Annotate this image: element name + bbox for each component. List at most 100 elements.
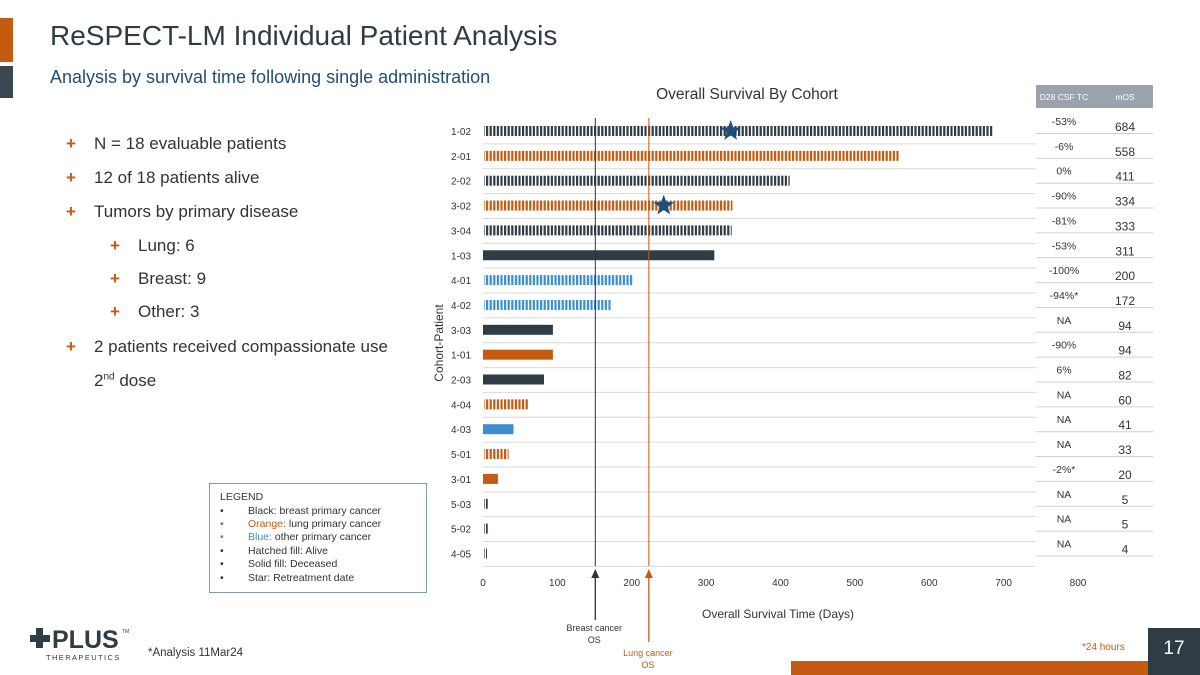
reference-arrow-head	[591, 569, 600, 578]
table-csf-value: NA	[1057, 439, 1072, 451]
legend-item: • Star: Retreatment date	[220, 572, 355, 584]
y-tick-label: 2-01	[451, 152, 471, 163]
table-mos-value: 172	[1115, 294, 1135, 308]
accent-bar-orange	[0, 18, 13, 62]
y-tick-label: 3-02	[451, 202, 471, 213]
table-csf-value: -53%	[1052, 240, 1077, 252]
table-csf-value: -90%	[1052, 191, 1077, 203]
legend-item: • Black: breast primary cancer	[220, 505, 382, 517]
reference-label: Lung cancer	[623, 648, 673, 658]
reference-label: OS	[641, 660, 654, 670]
bar-4-02	[484, 299, 612, 310]
plus-icon: +	[110, 302, 120, 321]
table-mos-value: 311	[1115, 244, 1134, 258]
bar-1-01	[483, 349, 553, 360]
bar-4-01	[484, 275, 633, 286]
plus-icon: +	[66, 202, 76, 221]
bar-2-01	[484, 150, 900, 161]
table-mos-value: 94	[1118, 344, 1132, 358]
y-tick-label: 5-02	[451, 525, 471, 536]
bar-3-03	[483, 324, 553, 335]
table-mos-value: 41	[1118, 418, 1132, 432]
reference-label: Breast cancer	[567, 623, 623, 633]
table-csf-value: NA	[1057, 489, 1072, 501]
y-tick-label: 1-01	[451, 351, 471, 362]
hours-footnote: *24 hours	[1082, 642, 1125, 653]
retreatment-star-1-02	[720, 120, 742, 140]
bar-1-03	[483, 250, 715, 261]
legend-item: • Blue: other primary cancer	[220, 531, 372, 543]
table-mos-value: 200	[1115, 269, 1135, 283]
plus-icon: +	[110, 269, 120, 288]
table-csf-value: 6%	[1056, 365, 1071, 377]
table-csf-value: -2%*	[1053, 464, 1076, 476]
legend-box: LEGEND • Black: breast primary cancer • Or…	[209, 483, 427, 593]
table-header-bg	[1036, 85, 1153, 108]
bar-4-04	[484, 399, 529, 410]
logo-subtext: THERAPEUTICS	[46, 653, 121, 662]
footer-accent-bar	[791, 661, 1148, 675]
y-tick-label: 4-04	[451, 400, 471, 411]
legend-item: • Solid fill: Deceased	[220, 558, 338, 570]
bar-3-04	[484, 225, 732, 236]
page-subtitle: Analysis by survival time following sing…	[50, 67, 491, 87]
table-mos-value: 411	[1115, 170, 1134, 184]
plus-therapeutics-logo: PLUS TM THERAPEUTICS	[28, 626, 138, 667]
bar-4-03	[483, 424, 514, 435]
table-mos-value: 4	[1122, 542, 1129, 556]
table-mos-value: 333	[1115, 219, 1135, 233]
bullet-item: +12 of 18 patients alive	[66, 168, 260, 187]
x-axis-label: Overall Survival Time (Days)	[702, 607, 854, 621]
x-tick-label: 400	[772, 578, 789, 589]
analysis-footnote: *Analysis 11Mar24	[148, 647, 244, 659]
table-csf-value: -94%*	[1050, 290, 1079, 302]
y-tick-label: 4-01	[451, 276, 471, 287]
y-tick-label: 4-05	[451, 549, 471, 560]
x-tick-label: 200	[623, 578, 640, 589]
bar-5-01	[484, 449, 509, 460]
table-csf-value: -6%	[1055, 141, 1074, 153]
legend-item: • Orange: lung primary cancer	[220, 518, 382, 530]
bar-1-02	[484, 126, 993, 136]
retreatment-star-3-02	[653, 194, 675, 215]
table-mos-value: 5	[1122, 493, 1129, 507]
bar-5-02	[484, 523, 488, 534]
table-mos-value: 684	[1115, 120, 1135, 134]
x-tick-label: 100	[549, 578, 566, 589]
y-tick-label: 5-01	[451, 450, 471, 461]
y-tick-label: 3-03	[451, 326, 471, 337]
bullet-item: +2 patients received compassionate use	[66, 337, 388, 356]
x-tick-label: 800	[1070, 578, 1087, 589]
plus-icon: +	[66, 168, 76, 187]
table-mos-value: 558	[1115, 145, 1135, 159]
table-csf-value: NA	[1057, 538, 1072, 550]
y-tick-label: 2-02	[451, 177, 471, 188]
table-mos-value: 5	[1122, 518, 1129, 532]
y-tick-label: 3-01	[451, 475, 471, 486]
logo-mark: PLUS TM THERAPEUTICS	[30, 626, 129, 662]
page-title: ReSPECT-LM Individual Patient Analysis	[50, 20, 558, 51]
table-mos-value: 33	[1118, 443, 1132, 457]
table-csf-value: -90%	[1052, 340, 1077, 352]
y-tick-label: 2-03	[451, 376, 471, 387]
logo-tm: TM	[122, 629, 129, 635]
table-mos-value: 334	[1115, 195, 1135, 209]
bar-4-05	[484, 548, 487, 559]
reference-label: OS	[588, 635, 601, 645]
sub-bullet-item: + Other: 3	[110, 302, 200, 321]
table-csf-value: -81%	[1052, 215, 1077, 227]
chart-title: Overall Survival By Cohort	[656, 86, 838, 103]
page-number: 17	[1148, 628, 1200, 675]
bullet-continuation: 2nd dose	[94, 371, 157, 390]
table-mos-value: 94	[1118, 319, 1132, 333]
y-tick-label: 4-02	[451, 301, 471, 312]
x-tick-label: 600	[921, 578, 938, 589]
bullet-item: + Tumors by primary disease	[66, 202, 299, 221]
y-tick-label: 3-04	[451, 226, 471, 237]
bullet-item: + N = 18 evaluable patients	[66, 134, 287, 153]
table-header-mos: mOS	[1115, 92, 1135, 102]
sub-bullet-item: + Breast: 9	[110, 269, 207, 288]
logo-text: PLUS	[52, 626, 119, 654]
table-header-csf: D28 CSF TC	[1040, 92, 1089, 102]
plus-icon: +	[110, 236, 120, 255]
